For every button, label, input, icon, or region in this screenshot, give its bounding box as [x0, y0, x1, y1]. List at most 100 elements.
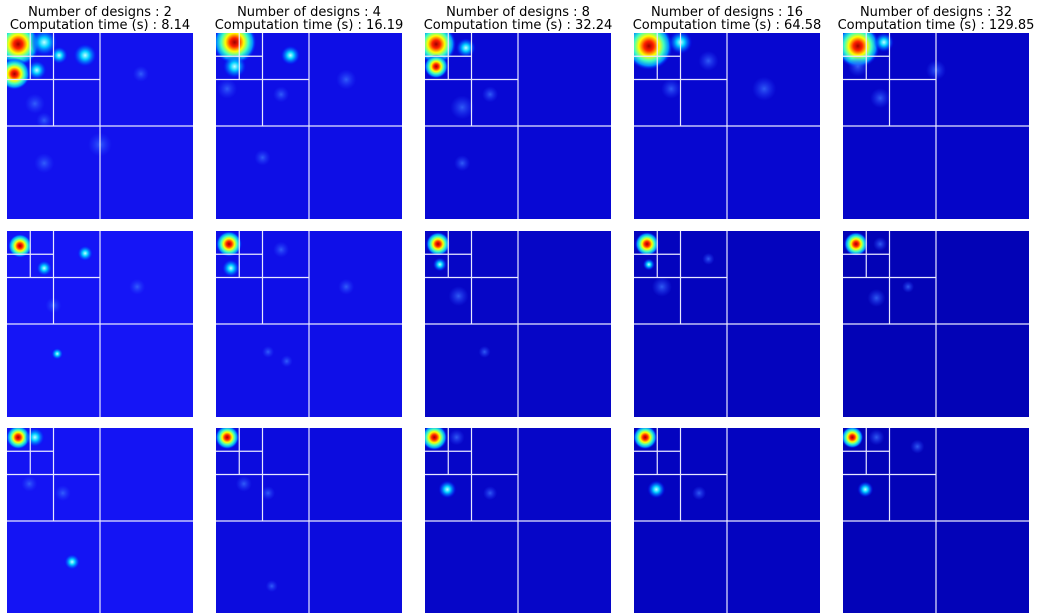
heatmap-blob	[262, 345, 275, 358]
heatmap-content	[634, 33, 820, 219]
heatmap-content	[843, 33, 1029, 219]
heatmap-content	[843, 428, 1029, 613]
heatmap-blob	[21, 475, 38, 492]
heatmap-panel	[7, 231, 193, 417]
heatmap-blob	[36, 112, 53, 129]
heatmap-blob	[843, 428, 864, 449]
heatmap-blob	[261, 486, 276, 501]
heatmap-blob	[448, 286, 469, 307]
heatmap-blob	[216, 231, 243, 258]
heatmap-blob	[910, 439, 925, 454]
heatmap-blob	[26, 60, 47, 81]
column-title-time: Computation time (s) : 16.19	[215, 18, 404, 33]
heatmap-content	[634, 231, 820, 417]
column-title-time: Computation time (s) : 8.14	[10, 18, 190, 33]
heatmap-blob	[634, 428, 658, 450]
heatmap-panel	[843, 231, 1029, 417]
heatmap-panel	[7, 33, 193, 219]
heatmap-blob	[64, 553, 81, 570]
heatmap-content	[7, 231, 193, 417]
heatmap-panel	[634, 231, 820, 417]
heatmap-blob	[216, 428, 240, 450]
heatmap-blob	[235, 475, 252, 492]
column-title-designs: Number of designs : 8	[446, 5, 590, 20]
heatmap-blob	[7, 428, 31, 450]
heatmap-blob	[634, 33, 673, 71]
heatmap-blob	[692, 486, 707, 501]
heatmap-blob	[273, 241, 290, 258]
heatmap-content	[7, 33, 193, 219]
heatmap-blob	[450, 95, 475, 120]
column-title-designs: Number of designs : 4	[237, 5, 381, 20]
heatmap-blob	[222, 54, 247, 79]
heatmap-blob	[698, 50, 719, 71]
heatmap-panel	[634, 33, 820, 219]
heatmap-blob	[8, 233, 33, 258]
heatmap-blob	[647, 480, 666, 499]
heatmap-blob	[265, 580, 278, 593]
heatmap-blob	[425, 428, 448, 451]
heatmap-blob	[438, 480, 457, 499]
heatmap-blob	[847, 56, 868, 77]
heatmap-content	[7, 428, 193, 613]
heatmap-blob	[873, 237, 888, 252]
column-title-designs: Number of designs : 16	[651, 5, 803, 20]
column-title-designs: Number of designs : 2	[28, 5, 172, 20]
heatmap-content	[216, 231, 402, 417]
heatmap-blob	[7, 57, 31, 90]
heatmap-blob	[336, 69, 357, 90]
heatmap-blob	[873, 33, 894, 53]
heatmap-blob	[661, 78, 682, 99]
heatmap-panel	[634, 428, 820, 613]
heatmap-blob	[24, 93, 45, 114]
heatmap-content	[425, 428, 611, 613]
heatmap-content	[425, 33, 611, 219]
heatmap-blob	[51, 347, 64, 360]
heatmap-blob	[129, 278, 146, 295]
heatmap-blob	[132, 65, 149, 82]
heatmap-blob	[217, 78, 238, 99]
heatmap-blob	[280, 45, 301, 66]
heatmap-blob	[844, 232, 869, 257]
heatmap-blob	[483, 486, 498, 501]
heatmap-blob	[36, 260, 53, 277]
heatmap-blob	[432, 257, 447, 272]
column-title-time: Computation time (s) : 32.24	[424, 18, 613, 33]
heatmap-panel	[216, 231, 402, 417]
heatmap-panel	[843, 428, 1029, 613]
heatmap-blob	[642, 258, 655, 271]
heatmap-blob	[455, 37, 476, 58]
heatmap-blob	[73, 43, 98, 68]
heatmap-blob	[702, 252, 715, 265]
heatmap-blob	[50, 46, 69, 65]
heatmap-blob	[902, 280, 915, 293]
heatmap-content	[216, 428, 402, 613]
heatmap-blob	[454, 155, 471, 172]
heatmap-panel	[843, 33, 1029, 219]
heatmap-blob	[868, 429, 885, 446]
heatmap-blob	[425, 54, 449, 79]
heatmap-blob	[338, 278, 355, 295]
heatmap-blob	[221, 259, 240, 278]
heatmap-content	[634, 428, 820, 613]
heatmap-blob	[478, 345, 491, 358]
heatmap-panel	[7, 428, 193, 613]
heatmap-blob	[273, 86, 290, 103]
heatmap-panel	[425, 33, 611, 219]
heatmap-blob	[448, 429, 465, 446]
heatmap-blob	[752, 76, 777, 101]
heatmap-panel	[425, 428, 611, 613]
heatmap-blob	[651, 276, 672, 297]
heatmap-blob	[280, 355, 293, 368]
heatmap-panel	[216, 33, 402, 219]
column-title-designs: Number of designs : 32	[860, 5, 1012, 20]
heatmap-blob	[254, 149, 271, 166]
heatmap-blob	[482, 86, 499, 103]
heatmap-content	[216, 33, 402, 219]
column-title-time: Computation time (s) : 129.85	[838, 18, 1035, 33]
heatmap-blob	[77, 245, 94, 262]
heatmap-panel	[425, 231, 611, 417]
